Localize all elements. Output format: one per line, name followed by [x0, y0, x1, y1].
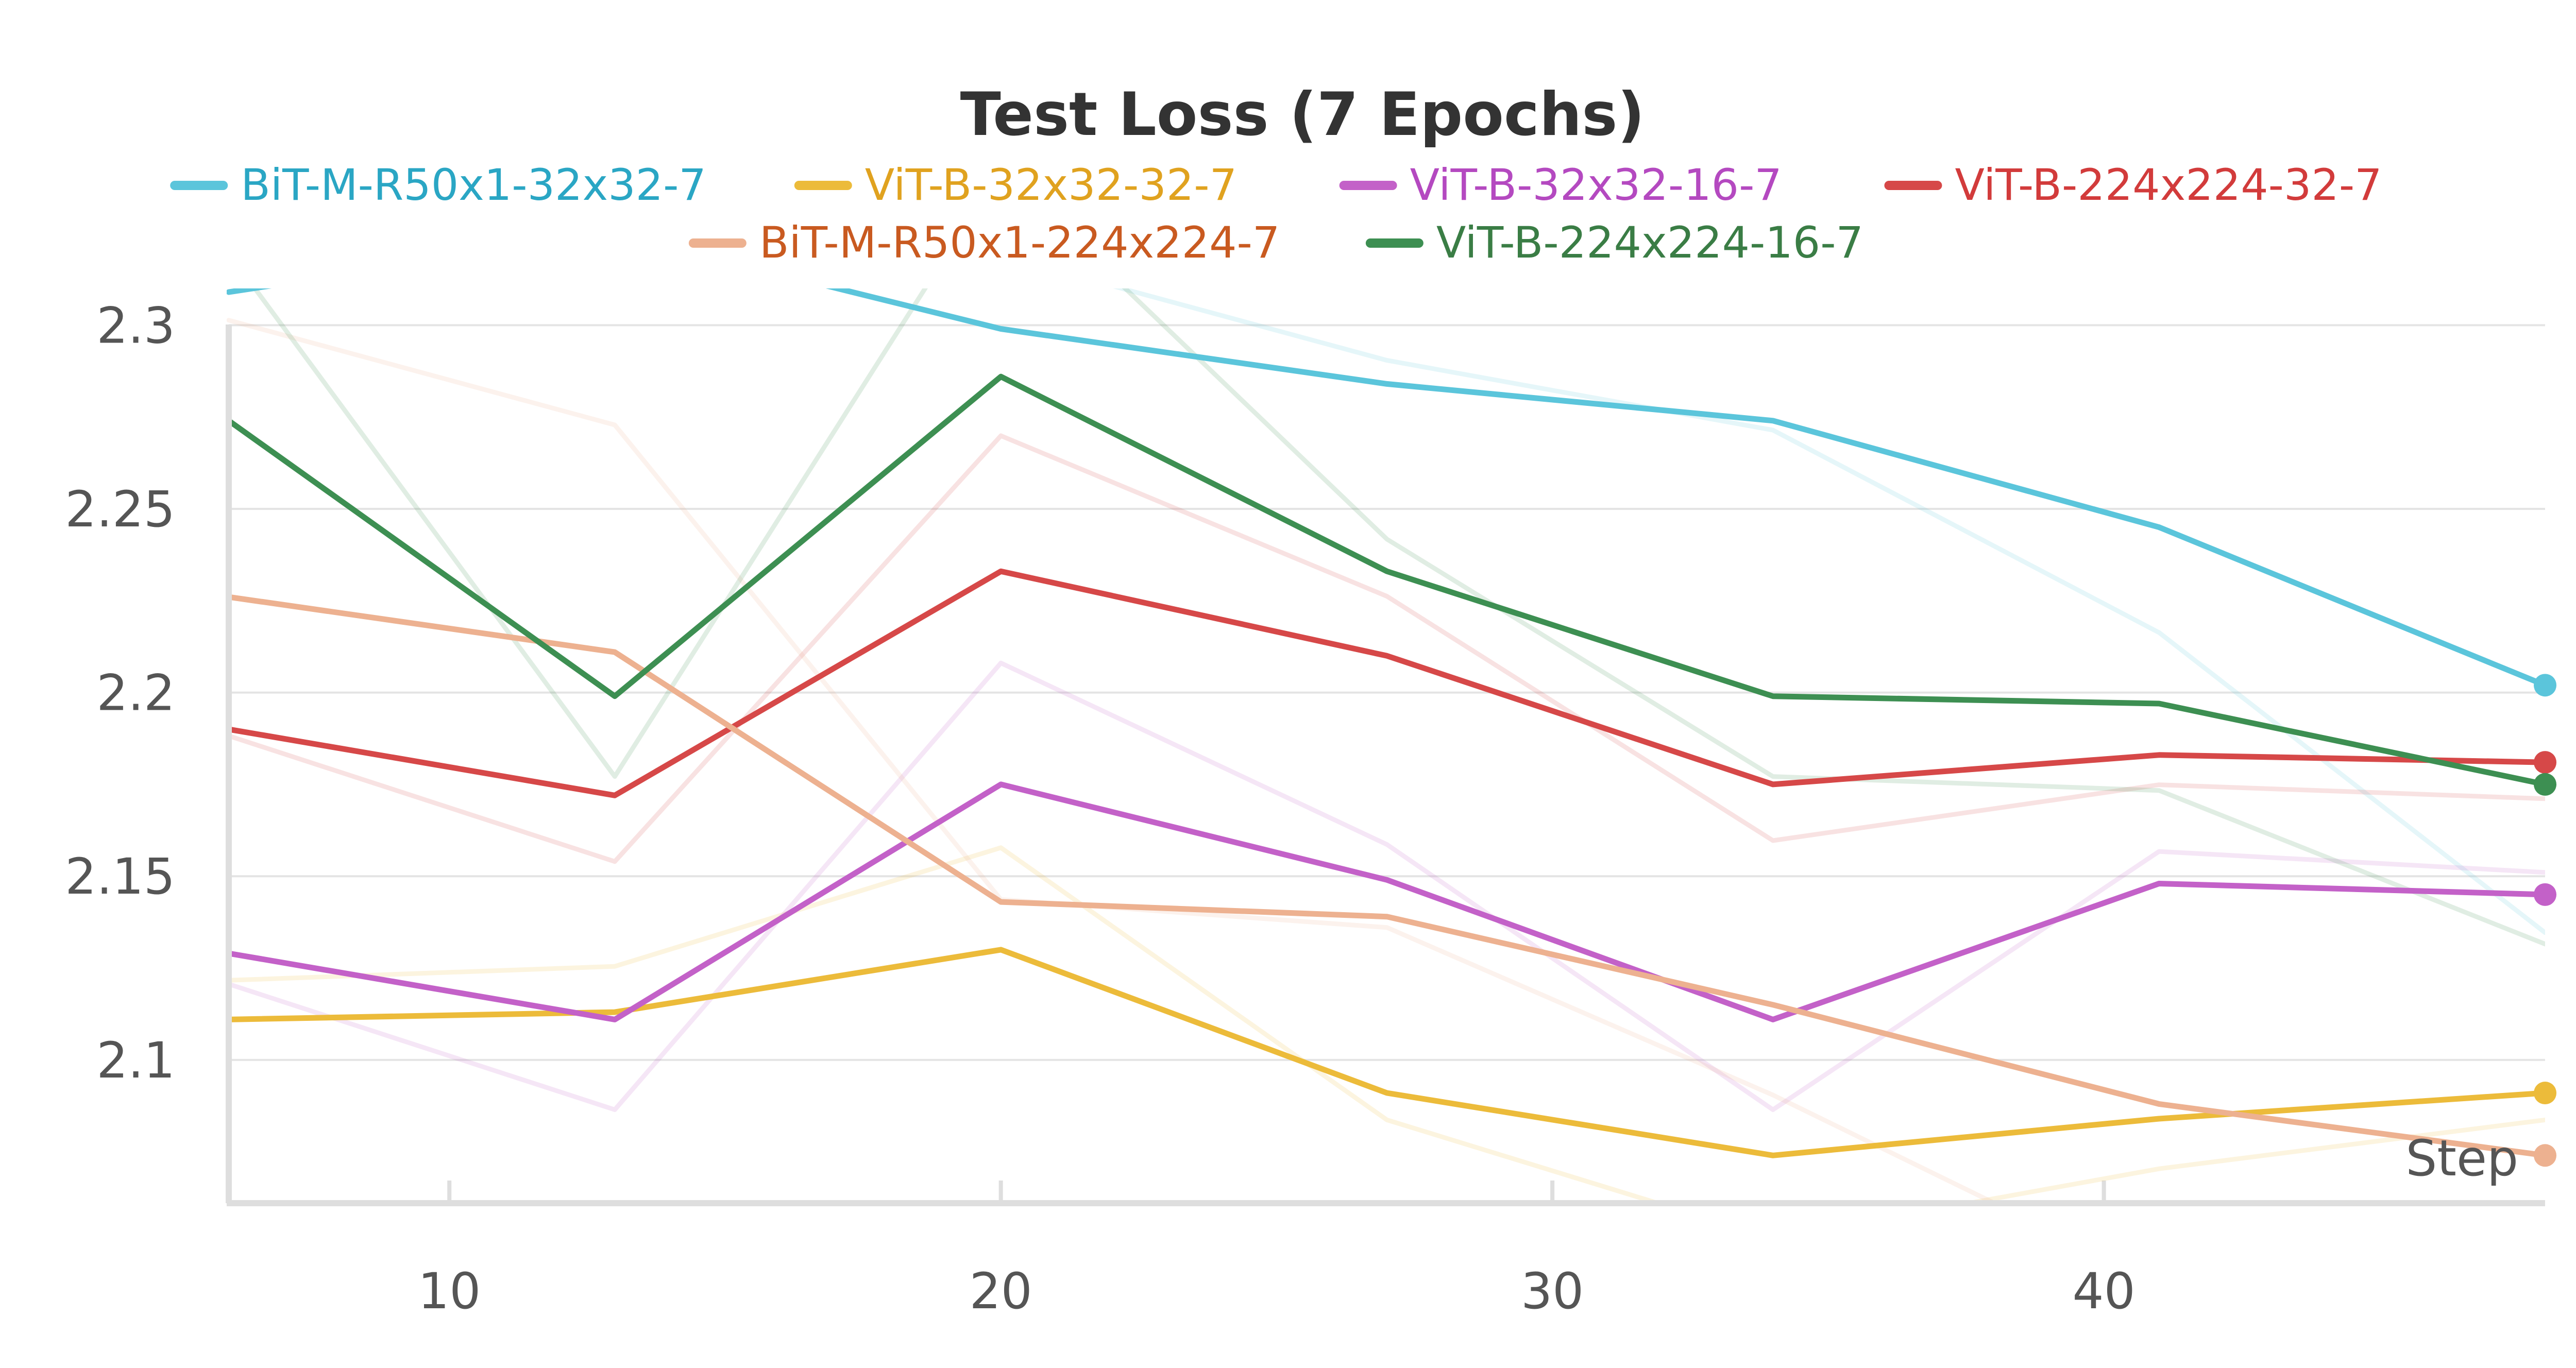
legend-item[interactable]: ViT-B-224x224-32-7 [1884, 160, 2382, 210]
legend-item[interactable]: ViT-B-224x224-16-7 [1365, 217, 1863, 268]
series-ghost-line [227, 660, 2545, 1112]
grid-lines [229, 324, 2545, 1061]
series-ghost-line [227, 433, 2545, 864]
series-end-point [2534, 751, 2556, 774]
series-line [227, 781, 2545, 1022]
y-axis-ticks: 2.1 2.15 2.2 2.25 2.3 [65, 297, 175, 1089]
legend: BiT-M-R50x1-32x32-7 ViT-B-32x32-32-7 ViT-B… [170, 160, 2382, 268]
series-end-point [2534, 883, 2556, 906]
legend-item[interactable]: ViT-B-32x32-16-7 [1339, 160, 1782, 210]
legend-label: BiT-M-R50x1-32x32-7 [241, 160, 706, 210]
x-axis-ticks: 10 20 30 40 [418, 1181, 2136, 1320]
y-tick-label: 2.15 [65, 848, 175, 905]
background-faded-lines [227, 288, 2545, 1206]
y-tick-label: 2.3 [96, 297, 175, 354]
series-end-markers [2534, 674, 2556, 1167]
y-tick-label: 2.2 [96, 664, 175, 722]
series-ghost-line [1113, 288, 2545, 935]
series-end-point [2534, 674, 2556, 697]
legend-label: ViT-B-32x32-16-7 [1410, 160, 1782, 210]
series-line [227, 594, 2545, 1158]
x-axis-label: Step [2405, 1130, 2518, 1187]
legend-label: BiT-M-R50x1-224x224-7 [759, 217, 1280, 268]
series-end-point [2534, 1144, 2556, 1167]
series-line [227, 568, 2545, 798]
y-tick-label: 2.1 [96, 1032, 175, 1089]
series-ghost-line [227, 845, 2545, 1206]
legend-label: ViT-B-224x224-16-7 [1436, 217, 1863, 268]
x-tick-label: 20 [970, 1262, 1032, 1320]
x-tick-label: 40 [2073, 1262, 2136, 1320]
legend-item[interactable]: BiT-M-R50x1-224x224-7 [688, 217, 1280, 268]
series-line [227, 288, 2545, 688]
legend-label: ViT-B-224x224-32-7 [1955, 160, 2382, 210]
series-ghost-line [227, 318, 2006, 1206]
series-lines [227, 288, 2545, 1158]
series-end-point [2534, 773, 2556, 796]
x-tick-label: 10 [418, 1262, 481, 1320]
series-end-point [2534, 1082, 2556, 1105]
chart-title: Test Loss (7 Epochs) [960, 80, 1645, 149]
series-ghost-line [252, 288, 2545, 947]
legend-label: ViT-B-32x32-32-7 [865, 160, 1237, 210]
x-tick-label: 30 [1521, 1262, 1584, 1320]
legend-item[interactable]: BiT-M-R50x1-32x32-7 [170, 160, 706, 210]
y-tick-label: 2.25 [65, 481, 175, 538]
series-line [227, 373, 2545, 788]
series-line [227, 947, 2545, 1158]
legend-item[interactable]: ViT-B-32x32-32-7 [794, 160, 1237, 210]
